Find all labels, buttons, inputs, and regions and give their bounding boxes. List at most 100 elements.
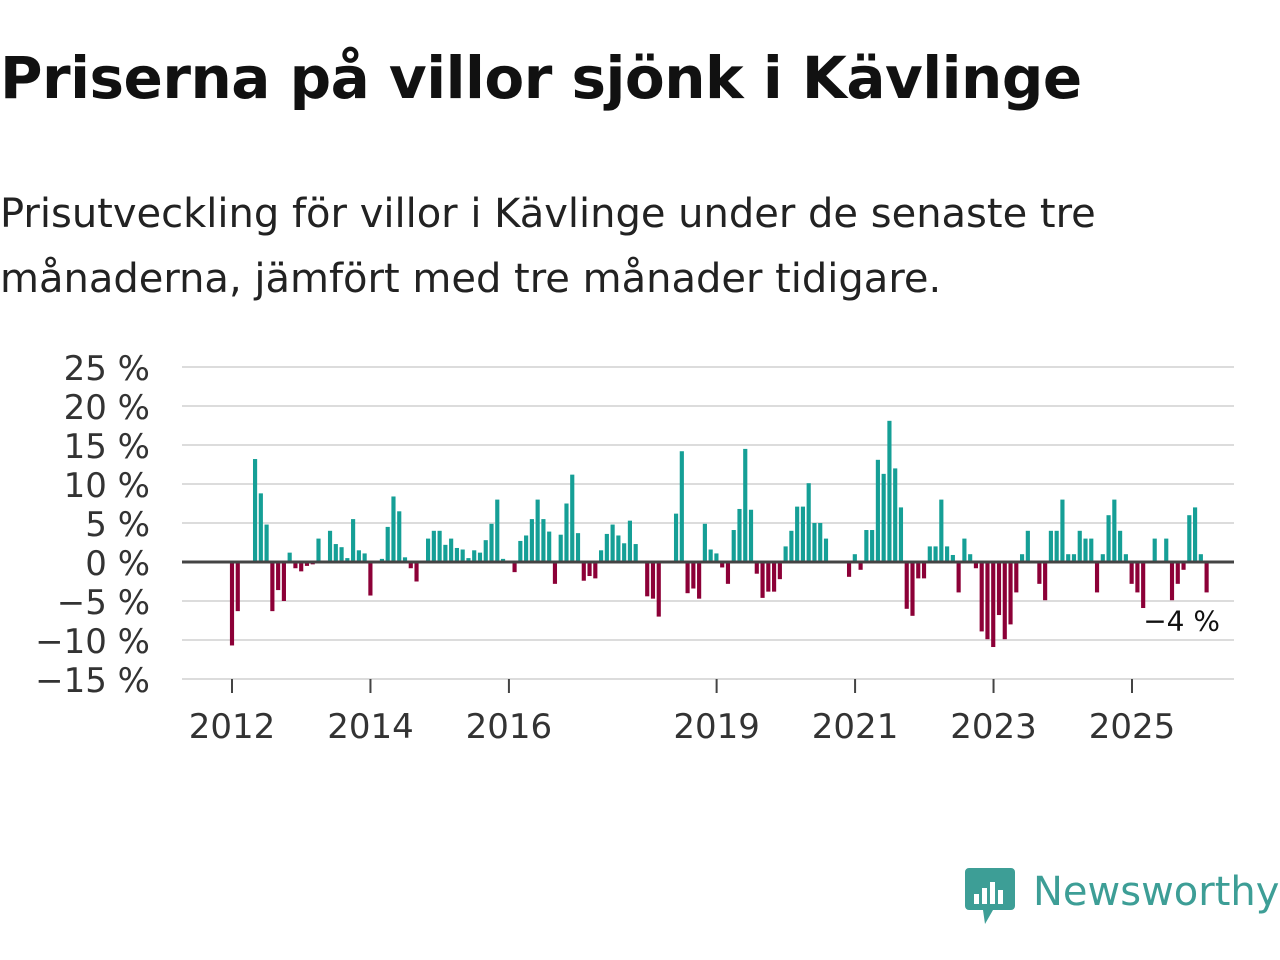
bar xyxy=(939,499,944,562)
bar xyxy=(973,562,979,569)
bar xyxy=(616,535,621,562)
bar xyxy=(950,554,955,562)
bar xyxy=(558,534,563,562)
y-tick-label: 0 % xyxy=(85,544,150,584)
bar xyxy=(777,562,782,580)
x-tick-label: 2014 xyxy=(327,707,414,747)
bar xyxy=(1152,538,1157,562)
bar xyxy=(910,562,915,616)
x-tick-label: 2023 xyxy=(950,707,1037,747)
bar xyxy=(898,507,904,562)
bar xyxy=(299,562,304,572)
bar xyxy=(345,558,350,562)
y-tick-label: 20 % xyxy=(64,388,150,428)
bar xyxy=(633,544,638,562)
bar xyxy=(933,546,938,562)
bar xyxy=(622,543,627,562)
bar xyxy=(656,562,661,617)
bar xyxy=(397,511,402,562)
bar xyxy=(425,538,431,562)
chart-title: Priserna på villor sjönk i Kävlinge xyxy=(0,44,1082,112)
bar xyxy=(875,459,880,562)
bar xyxy=(1193,507,1198,562)
bar xyxy=(956,562,961,593)
bar xyxy=(443,544,448,562)
bar xyxy=(783,546,788,562)
y-tick-label: −15 % xyxy=(35,661,150,701)
bar xyxy=(512,562,517,573)
bar xyxy=(968,554,973,562)
bar xyxy=(449,538,454,562)
y-tick-label: −5 % xyxy=(57,583,150,623)
bar xyxy=(1019,554,1025,562)
bar xyxy=(281,562,286,601)
bar xyxy=(1054,530,1059,562)
bar xyxy=(564,503,569,562)
bar xyxy=(754,562,759,574)
bar xyxy=(800,506,806,562)
axes: 25 %20 %15 %10 %5 %0 %−5 %−10 %−15 % 2012… xyxy=(35,349,1234,747)
bar xyxy=(806,483,811,562)
bar xyxy=(1100,554,1105,562)
bar xyxy=(679,451,684,562)
x-tick-label: 2025 xyxy=(1089,707,1176,747)
bar xyxy=(333,544,338,562)
bar xyxy=(1175,562,1180,584)
bar xyxy=(743,448,748,562)
bar xyxy=(500,558,506,562)
bar xyxy=(823,538,829,562)
bar xyxy=(714,553,719,562)
bar xyxy=(1066,554,1071,562)
bar xyxy=(921,562,927,579)
bar xyxy=(1204,562,1209,593)
bar xyxy=(904,562,909,609)
y-tick-label: 10 % xyxy=(64,466,150,506)
bar xyxy=(524,535,529,562)
x-tick-label: 2019 xyxy=(673,707,760,747)
bar xyxy=(795,506,800,562)
bar xyxy=(1129,562,1134,584)
bar xyxy=(627,520,632,562)
bar xyxy=(362,553,367,562)
bar xyxy=(1060,499,1065,562)
bar xyxy=(356,550,361,562)
bar xyxy=(316,538,321,562)
bar xyxy=(1008,562,1013,625)
bar xyxy=(1094,562,1100,593)
bar xyxy=(547,531,552,562)
bar xyxy=(276,562,281,591)
bar xyxy=(870,530,875,562)
bar xyxy=(1141,562,1146,609)
newsworthy-logo-icon xyxy=(965,868,1015,924)
bar xyxy=(414,562,419,582)
bar xyxy=(402,557,408,562)
bar xyxy=(691,562,696,589)
bar xyxy=(1181,562,1186,570)
bar xyxy=(235,562,240,612)
bar xyxy=(812,523,817,562)
bar xyxy=(270,562,275,612)
x-tick-label: 2016 xyxy=(466,707,553,747)
bar xyxy=(1112,499,1117,562)
bar xyxy=(1164,538,1169,562)
bar xyxy=(772,562,777,592)
bar xyxy=(437,530,442,562)
bar xyxy=(258,493,263,562)
bar xyxy=(466,558,471,562)
bar xyxy=(535,499,540,562)
bar xyxy=(1123,554,1128,562)
newsworthy-wordmark: Newsworthy xyxy=(1033,869,1280,915)
bar xyxy=(287,552,292,562)
bar xyxy=(593,562,598,579)
bar xyxy=(858,562,863,570)
bar xyxy=(737,508,742,562)
bar xyxy=(339,547,344,562)
bar xyxy=(477,552,483,562)
bar xyxy=(916,562,921,579)
bar xyxy=(991,562,996,648)
y-tick-label: 15 % xyxy=(64,427,150,467)
bar xyxy=(575,533,581,562)
bar xyxy=(708,549,713,562)
bar xyxy=(985,562,990,640)
bar xyxy=(391,496,396,562)
